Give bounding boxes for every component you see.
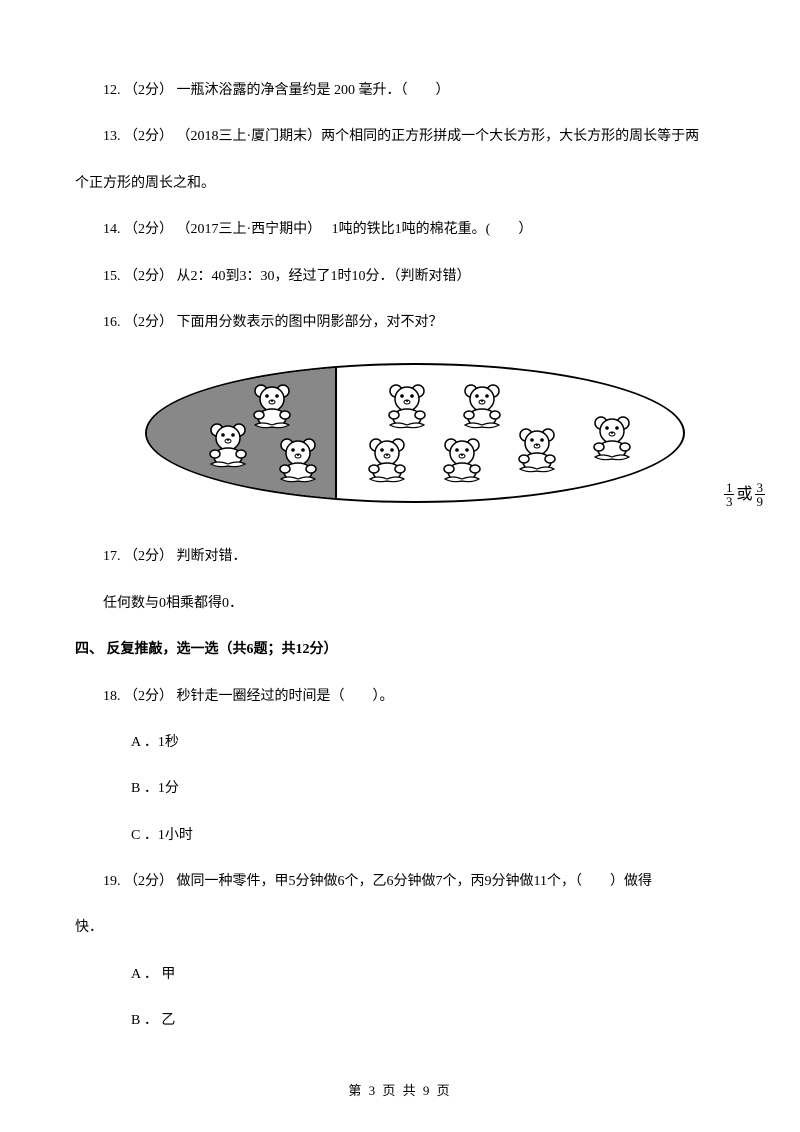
question-16: 16. （2分） 下面用分数表示的图中阴影部分，对不对？ <box>75 312 725 334</box>
ellipse-outline <box>145 363 685 503</box>
bear-icon <box>203 420 253 468</box>
question-17-line2: 任何数与0相乘都得0． <box>75 593 725 615</box>
bear-icon <box>382 381 432 429</box>
page-footer: 第 3 页 共 9 页 <box>0 1081 800 1102</box>
q19-option-b: B ． 乙 <box>75 1010 725 1032</box>
fraction-2: 3 9 <box>755 481 766 508</box>
bear-icon <box>437 435 487 483</box>
question-18: 18. （2分） 秒针走一圈经过的时间是（ ）。 <box>75 686 725 708</box>
bear-icon <box>457 381 507 429</box>
question-17-line1: 17. （2分） 判断对错． <box>75 546 725 568</box>
bear-icon <box>512 425 562 473</box>
question-14: 14. （2分） （2017三上·西宁期中） 1吨的铁比1吨的棉花重。( ） <box>75 219 725 241</box>
question-12: 12. （2分） 一瓶沐浴露的净含量约是 200 毫升．（ ） <box>75 80 725 102</box>
section-4-header: 四、 反复推敲，选一选（共6题；共12分） <box>75 639 725 661</box>
bear-icon <box>247 381 297 429</box>
q18-option-a: A ．1秒 <box>75 732 725 754</box>
frac1-num: 1 <box>724 481 735 495</box>
bear-icon <box>273 435 323 483</box>
bear-icon <box>362 435 412 483</box>
frac2-num: 3 <box>755 481 766 495</box>
q18-option-c: C ．1小时 <box>75 825 725 847</box>
question-13-line1: 13. （2分） （2018三上·厦门期末）两个相同的正方形拼成一个大长方形，大… <box>75 126 725 148</box>
question-19-line2: 快． <box>75 917 725 939</box>
frac2-den: 9 <box>755 495 766 508</box>
frac1-den: 3 <box>724 495 735 508</box>
q19-option-a: A ． 甲 <box>75 964 725 986</box>
bear-icon <box>587 413 637 461</box>
q18-option-b: B ．1分 <box>75 778 725 800</box>
question-19-line1: 19. （2分） 做同一种零件，甲5分钟做6个，乙6分钟做7个，丙9分钟做11个… <box>75 871 725 893</box>
question-13-line2: 个正方形的周长之和。 <box>75 173 725 195</box>
figure-ellipse-bears: 1 3 或 3 9 <box>135 358 735 518</box>
question-15: 15. （2分） 从2：40到3：30，经过了1时10分．（判断对错） <box>75 266 725 288</box>
or-text: 或 <box>736 482 752 508</box>
fraction-1: 1 3 <box>724 481 735 508</box>
fraction-label: 1 3 或 3 9 <box>724 481 765 508</box>
